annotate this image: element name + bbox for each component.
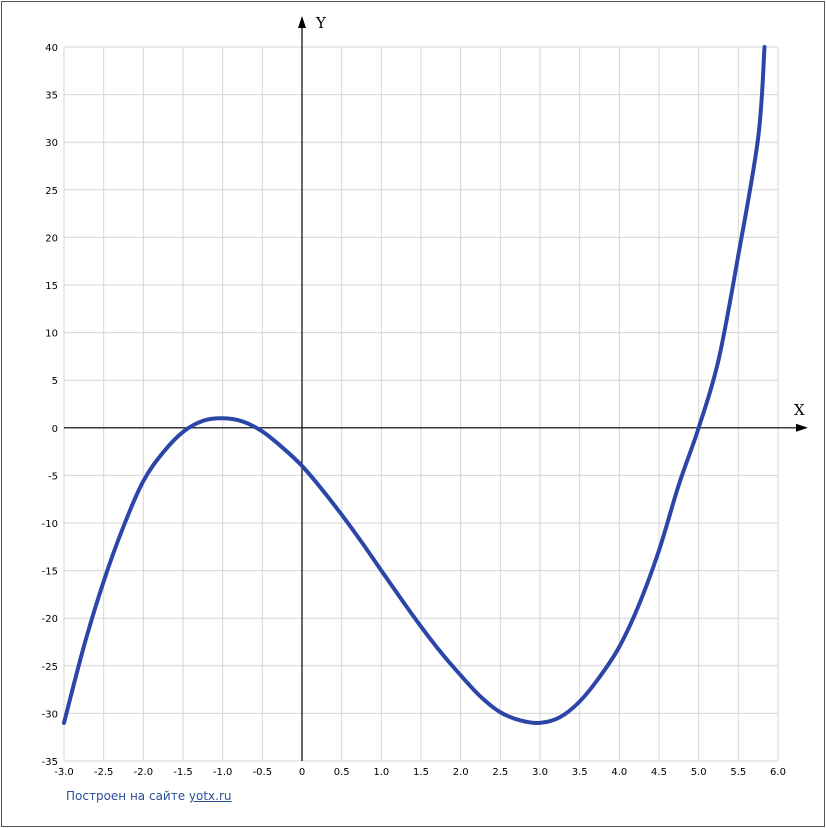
x-tick-label: 0: [299, 767, 305, 778]
x-tick-label: -2.5: [94, 767, 114, 778]
x-tick-label: -2.0: [134, 767, 154, 778]
y-axis-label: Y: [315, 14, 327, 32]
y-tick-label: -5: [48, 471, 58, 482]
y-tick-label: -10: [42, 519, 58, 530]
x-tick-label: 5.0: [691, 767, 707, 778]
x-tick-label: 6.0: [770, 767, 786, 778]
y-tick-label: -20: [42, 614, 58, 625]
x-tick-label: 1.0: [373, 767, 389, 778]
x-tick-label: 0.5: [334, 767, 350, 778]
x-axis-arrow: [796, 423, 808, 432]
x-tick-label: 4.0: [611, 767, 627, 778]
y-tick-label: -15: [42, 567, 58, 578]
y-tick-label: 25: [45, 186, 58, 197]
y-tick-label: 5: [52, 376, 58, 387]
credit-link[interactable]: yotx.ru: [188, 789, 232, 803]
y-axis-arrow: [298, 16, 306, 28]
y-tick-label: 40: [45, 43, 58, 54]
x-tick-label: 2.5: [492, 767, 508, 778]
x-tick-label: 3.5: [572, 767, 588, 778]
x-tick-label: 2.0: [453, 767, 469, 778]
grid-layer: [63, 46, 779, 762]
curve-layer: [62, 45, 767, 726]
y-tick-label: -30: [42, 709, 58, 720]
x-tick-label: 1.5: [413, 767, 429, 778]
y-tick-label: -35: [42, 757, 58, 768]
x-tick-label: -0.5: [253, 767, 273, 778]
x-axis-label: X: [794, 401, 805, 419]
x-tick-label: -1.5: [173, 767, 193, 778]
y-tick-label: 35: [45, 91, 58, 102]
y-tick-label: 0: [52, 424, 58, 435]
y-tick-label: 20: [45, 233, 58, 244]
credit-text: Построен на сайте: [66, 789, 189, 803]
y-tick-label: 10: [45, 329, 58, 340]
tick-label-layer: -3.0 -2.5 -2.0 -1.5 -1.0 -0.5 0 0.5 1.0 1.5 2.0 2.5…: [42, 43, 786, 778]
credit-line: Построен на сайте yotx.ru: [66, 789, 232, 803]
x-tick-label: -1.0: [213, 767, 233, 778]
y-tick-label: 30: [45, 138, 58, 149]
y-tick-label: 15: [45, 281, 58, 292]
x-tick-label: 5.5: [730, 767, 746, 778]
function-curve: [62, 45, 767, 726]
x-tick-label: 3.0: [532, 767, 548, 778]
x-tick-label: -3.0: [54, 767, 74, 778]
y-tick-label: -25: [42, 662, 58, 673]
x-tick-label: 4.5: [651, 767, 667, 778]
